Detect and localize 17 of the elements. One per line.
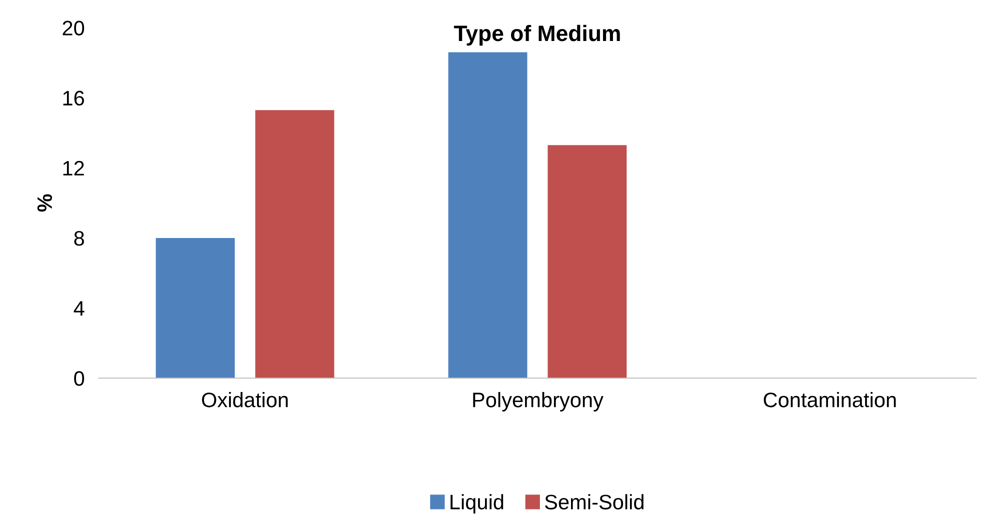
- y-tick-label: 4: [74, 301, 84, 316]
- bar: [255, 110, 334, 378]
- chart-title: Type of Medium: [454, 24, 620, 46]
- bar: [156, 238, 235, 378]
- x-tick-label: Contamination: [764, 392, 896, 408]
- y-tick-label: 20: [62, 20, 84, 36]
- legend-label: Semi-Solid: [545, 494, 644, 510]
- x-tick-label: Oxidation: [202, 392, 288, 408]
- y-tick-label: 12: [63, 160, 84, 176]
- y-tick-label: 16: [63, 90, 84, 106]
- bar: [548, 145, 627, 378]
- y-tick-label: 0: [74, 371, 84, 386]
- bar: [448, 52, 528, 378]
- x-tick-label: Polyembryony: [473, 392, 604, 412]
- y-tick-label: 8: [74, 230, 84, 246]
- legend-label: Liquid: [450, 494, 504, 514]
- y-axis-title: %: [37, 194, 52, 212]
